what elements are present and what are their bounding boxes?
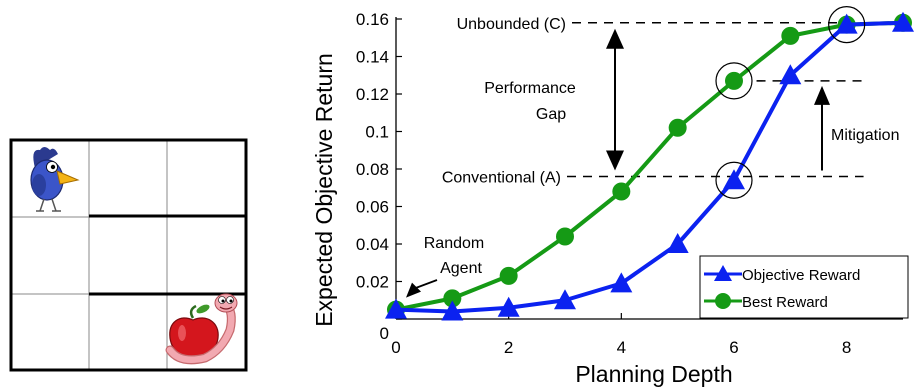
y-ticks: 0 0.02 0.04 0.06 0.08 0.1 0.12 0.14 0.16 (356, 10, 402, 343)
data-point-objective-reward (779, 64, 802, 85)
data-point-objective-reward (835, 13, 858, 34)
data-point-objective-reward (497, 296, 520, 317)
data-point-best-reward (443, 289, 462, 308)
highlight-circle (715, 161, 753, 199)
legend: Objective Reward Best Reward (699, 255, 909, 319)
x-axis-label: Planning Depth (575, 361, 732, 387)
highlight-circle (715, 62, 753, 100)
data-point-objective-reward (892, 11, 914, 32)
data-point-objective-reward (666, 233, 689, 253)
y-tick-label: 0.14 (356, 48, 389, 67)
legend-entry-best: Best Reward (742, 294, 828, 311)
y-tick-label: 0.16 (356, 10, 389, 29)
data-point-objective-reward (385, 298, 407, 319)
legend-marker-objective (714, 265, 732, 281)
series-layer (385, 11, 914, 321)
apple-worm-icon (165, 293, 238, 365)
legend-entry-objective: Objective Reward (742, 267, 860, 284)
gridworld (9, 138, 248, 372)
y-tick-label: 0.04 (356, 235, 389, 254)
data-point-objective-reward (441, 300, 464, 321)
performance-gap-label-line2: Gap (536, 106, 566, 123)
data-point-best-reward (612, 182, 631, 201)
data-point-best-reward (725, 71, 743, 90)
y-axis-label: Expected Objective Return (311, 53, 337, 327)
y-tick-label: 0.1 (365, 123, 389, 142)
random-agent-arrow (413, 279, 438, 290)
x-tick-label: 0 (391, 338, 400, 357)
y-tick-label: 0 (380, 324, 389, 343)
gap-arrowhead-bottom (606, 150, 624, 171)
y-tick-label: 0.06 (356, 198, 389, 217)
data-point-objective-reward (610, 272, 633, 293)
y-tick-label: 0.08 (356, 160, 389, 179)
y-tick-label: 0.02 (356, 273, 389, 292)
series-line-best-reward (395, 20, 904, 312)
data-point-best-reward (668, 118, 687, 137)
highlight-circles (715, 6, 866, 199)
random-agent-label-line2: Agent (440, 260, 482, 277)
data-point-objective-reward (554, 289, 576, 310)
legend-marker-best (715, 293, 731, 309)
conventional-label: Conventional (A) (442, 170, 561, 187)
highlight-circle (828, 6, 866, 44)
legend-box (699, 255, 909, 319)
mitigation-label: Mitigation (831, 127, 899, 144)
x-tick-label: 4 (617, 338, 626, 357)
bird-icon (30, 147, 80, 212)
grid-border (9, 138, 248, 372)
gap-arrowhead-top (606, 28, 624, 49)
data-point-best-reward (781, 26, 800, 45)
unbounded-label: Unbounded (C) (457, 16, 566, 33)
series-line-objective-reward (395, 20, 904, 314)
data-point-objective-reward (723, 169, 745, 190)
performance-gap-label-line1: Performance (484, 80, 576, 97)
y-tick-label: 0.12 (356, 85, 389, 104)
x-tick-label: 6 (729, 338, 738, 357)
x-tick-label: 8 (842, 338, 851, 357)
data-point-best-reward (556, 227, 574, 246)
random-agent-arrowhead (406, 282, 421, 298)
x-tick-label: 2 (504, 338, 513, 357)
mitigation-arrowhead (814, 85, 830, 105)
chart: 0 0.02 0.04 0.06 0.08 0.1 0.12 0.14 0.16 0 2 4 6 8 E… (311, 6, 914, 387)
random-agent-label-line1: Random (424, 235, 484, 252)
data-point-best-reward (499, 266, 518, 285)
